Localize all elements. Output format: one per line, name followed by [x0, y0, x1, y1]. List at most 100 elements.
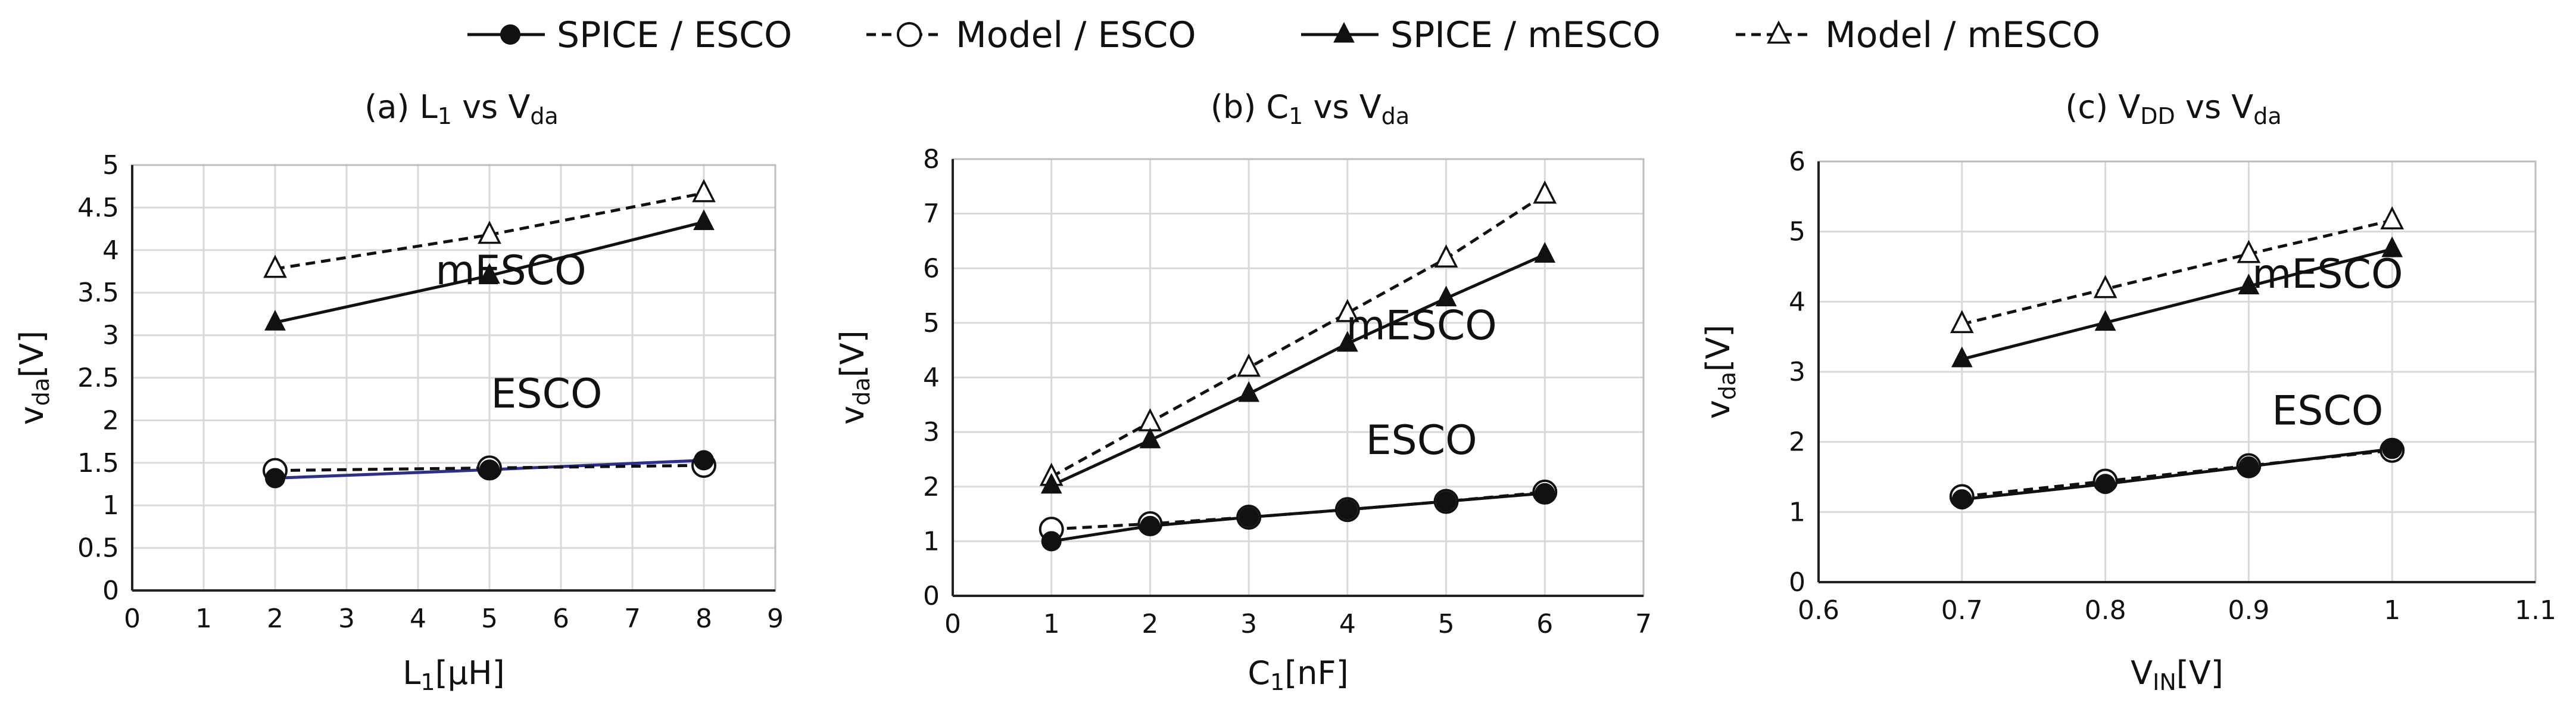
series-markers — [263, 179, 716, 278]
x-tick-label: 0.8 — [2085, 595, 2126, 626]
y-tick-label: 0 — [102, 576, 119, 606]
legend-label: Model / mESCO — [1825, 14, 2100, 56]
legend-item: Model / ESCO — [866, 14, 1196, 56]
x-tick-label: 0.6 — [1798, 595, 1839, 626]
y-tick-label: 0 — [923, 581, 940, 611]
y-tick-label: 0 — [1789, 567, 1805, 598]
data-point — [1040, 472, 1062, 494]
data-point — [479, 459, 500, 480]
data-point — [2095, 474, 2116, 495]
x-tick-label: 1 — [2384, 595, 2400, 626]
x-tick-label: 6 — [1536, 609, 1553, 639]
y-tick-label: 2 — [1789, 427, 1805, 458]
y-tick-label: 5 — [102, 150, 119, 181]
legend-marker — [897, 22, 922, 47]
title-subscript: da — [530, 103, 558, 129]
series-line — [1050, 193, 1546, 478]
data-point — [479, 263, 500, 284]
y-axis-label-main: v — [1699, 400, 1737, 419]
series-markers — [1041, 483, 1555, 552]
x-tick-label: 7 — [624, 604, 641, 634]
series — [275, 464, 704, 472]
title-part: (a) L — [364, 88, 437, 126]
y-tick-label: 1 — [923, 526, 940, 557]
x-axis-label: L1[μH] — [403, 654, 504, 695]
series-line — [1051, 490, 1545, 531]
series-annotation: ESCO — [1366, 417, 1477, 464]
series-markers — [1950, 206, 2405, 334]
y-tick-label: 7 — [923, 199, 940, 229]
title-part: vs V — [452, 88, 530, 126]
data-point — [1238, 381, 1260, 402]
title-subscript: da — [2253, 103, 2281, 129]
x-axis-label-sub: 1 — [420, 669, 435, 695]
title-part: (c) V — [2065, 88, 2140, 126]
data-point — [1436, 491, 1457, 512]
x-tick-label: 6 — [553, 604, 569, 634]
data-point — [2093, 275, 2117, 299]
x-tick-label: 4 — [1339, 609, 1356, 639]
x-tick-label: 1 — [1043, 609, 1060, 639]
x-axis-label-main: C — [1248, 654, 1270, 692]
x-axis-label-unit: [μH] — [435, 654, 505, 692]
data-point — [1534, 242, 1556, 263]
panel-title: (c) VDD vs Vda — [2065, 88, 2281, 129]
y-tick-label: 3 — [102, 321, 119, 351]
title-subscript: DD — [2140, 103, 2175, 129]
x-tick-label: 0 — [944, 609, 961, 639]
y-tick-label: 3.5 — [77, 278, 119, 308]
data-point — [1337, 499, 1358, 520]
legend: SPICE / ESCO Model / ESCO SPICE / mESCO Mod… — [467, 14, 2100, 56]
y-tick-label: 2 — [923, 472, 940, 502]
data-point — [1533, 180, 1557, 204]
y-tick-label: 8 — [923, 144, 940, 175]
y-tick-label: 6 — [1789, 147, 1805, 177]
x-tick-label: 4 — [410, 604, 426, 634]
data-point — [1140, 515, 1161, 536]
y-axis-label-unit: [V] — [13, 331, 51, 378]
y-tick-label: 5 — [923, 308, 940, 338]
series-markers — [1951, 236, 2403, 368]
x-tick-label: 0.9 — [2228, 595, 2269, 626]
data-point — [1435, 285, 1457, 307]
x-tick-label: 3 — [1240, 609, 1257, 639]
x-tick-label: 1.1 — [2515, 595, 2556, 626]
x-axis-label-sub: IN — [2153, 669, 2176, 695]
series — [1050, 193, 1546, 478]
title-subscript: da — [1381, 103, 1409, 129]
legend-item: SPICE / mESCO — [1301, 14, 1661, 56]
data-point — [2094, 310, 2116, 331]
data-point — [1239, 507, 1259, 528]
series-annotation: ESCO — [491, 371, 602, 418]
data-point — [1041, 531, 1062, 552]
series — [1961, 247, 2393, 361]
x-tick-label: 7 — [1635, 609, 1652, 639]
data-point — [692, 179, 716, 203]
data-point — [693, 209, 715, 231]
data-point — [1237, 353, 1261, 377]
series-markers — [264, 209, 715, 331]
data-point — [1335, 299, 1359, 322]
series-annotation: mESCO — [435, 247, 586, 294]
y-axis-label-unit: [V] — [1699, 325, 1737, 372]
data-point — [694, 450, 714, 471]
series-line — [1961, 449, 2393, 498]
y-tick-label: 2.5 — [77, 363, 119, 393]
series-line — [1961, 219, 2393, 326]
x-tick-label: 0.7 — [1941, 595, 1983, 626]
y-tick-label: 3 — [923, 417, 940, 447]
y-tick-label: 1 — [1789, 497, 1805, 527]
series — [1050, 253, 1546, 487]
series-markers — [1951, 439, 2403, 510]
series-line — [1051, 492, 1545, 543]
series-markers — [265, 450, 714, 489]
series-annotation: mESCO — [1346, 302, 1496, 349]
legend-item: SPICE / ESCO — [467, 14, 792, 56]
legend-marker — [500, 24, 520, 45]
legend-marker — [1333, 21, 1355, 43]
data-point — [1336, 331, 1358, 352]
y-tick-label: 6 — [923, 253, 940, 284]
y-tick-label: 2 — [102, 405, 119, 436]
